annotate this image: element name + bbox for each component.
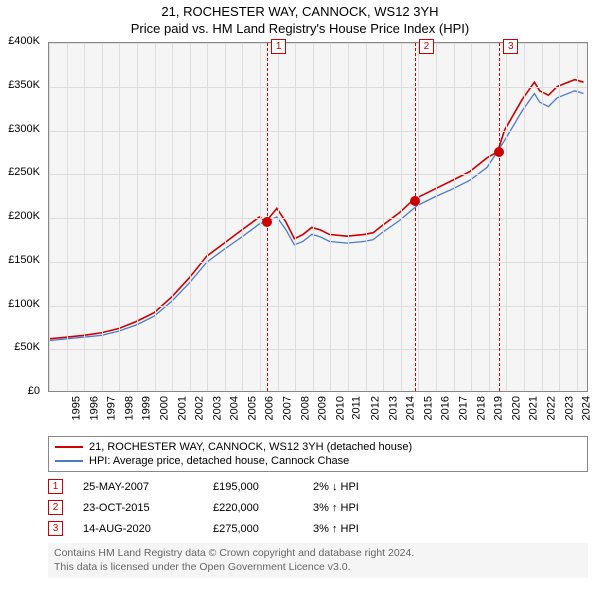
x-tick-label: 2010 [334,396,346,420]
x-tick-label: 2007 [282,396,294,420]
event-badge: 2 [48,500,63,515]
x-tick-label: 2013 [387,396,399,420]
chart-title: 21, ROCHESTER WAY, CANNOCK, WS12 3YH [0,0,600,19]
event-price: £220,000 [213,502,293,514]
x-tick-label: 2012 [370,396,382,420]
event-delta: 3% ↑ HPI [313,523,588,535]
x-tick-label: 1998 [123,396,135,420]
x-tick-label: 2005 [246,396,258,420]
event-badge: 1 [48,479,63,494]
x-tick-label: 2001 [176,396,188,420]
legend-swatch-hpi [55,460,83,462]
x-tick-label: 2009 [317,396,329,420]
y-tick-label: £0 [0,385,40,397]
x-tick-label: 2020 [510,396,522,420]
marker-dot [262,217,272,227]
x-tick-label: 1996 [88,396,100,420]
legend-row: 21, ROCHESTER WAY, CANNOCK, WS12 3YH (de… [55,440,581,454]
x-tick-label: 1999 [141,396,153,420]
x-tick-label: 2019 [493,396,505,420]
y-tick-label: £400K [0,35,40,47]
legend-label-property: 21, ROCHESTER WAY, CANNOCK, WS12 3YH (de… [89,441,412,453]
marker-line [415,43,416,391]
y-tick-label: £300K [0,123,40,135]
x-axis-labels: 1995 1996 1997 1998 1999 2000 2001 2002 2003 2004… [48,392,588,430]
legend-row: HPI: Average price, detached house, Cann… [55,454,581,468]
y-tick-label: £150K [0,254,40,266]
marker-dot [410,196,420,206]
marker-badge: 1 [271,39,286,54]
x-tick-label: 2008 [299,396,311,420]
event-row: 2 23-OCT-2015 £220,000 3% ↑ HPI [48,497,588,518]
y-axis-labels: £0 £50K £100K £150K £200K £250K £300K £350K £400… [0,35,44,399]
legend: 21, ROCHESTER WAY, CANNOCK, WS12 3YH (de… [48,436,588,472]
legend-label-hpi: HPI: Average price, detached house, Cann… [89,455,349,467]
marker-badge: 2 [419,39,434,54]
event-delta: 3% ↑ HPI [313,502,588,514]
x-tick-label: 2011 [351,396,363,420]
event-price: £195,000 [213,481,293,493]
x-tick-label: 2004 [229,396,241,420]
x-tick-label: 2017 [457,396,469,420]
x-tick-label: 2022 [545,396,557,420]
y-tick-label: £50K [0,341,40,353]
x-tick-label: 1995 [70,396,82,420]
y-tick-label: £250K [0,166,40,178]
plot-region: 1 2 3 [48,42,588,392]
event-date: 23-OCT-2015 [83,502,193,514]
x-tick-label: 2003 [211,396,223,420]
marker-line [499,43,500,391]
chart-area: £0£50K£100K£150K£200K£250K£300K£350K£400… [48,42,588,392]
x-tick-label: 2023 [563,396,575,420]
footer-attribution: Contains HM Land Registry data © Crown c… [48,543,588,578]
y-tick-label: £350K [0,79,40,91]
x-tick-label: 2018 [475,396,487,420]
x-tick-label: 1997 [106,396,118,420]
footer-line: Contains HM Land Registry data © Crown c… [54,547,582,561]
event-delta: 2% ↓ HPI [313,481,588,493]
x-tick-label: 2014 [405,396,417,420]
event-price: £275,000 [213,523,293,535]
x-tick-label: 2002 [194,396,206,420]
y-tick-label: £100K [0,298,40,310]
event-row: 3 14-AUG-2020 £275,000 3% ↑ HPI [48,518,588,539]
x-tick-label: 2015 [422,396,434,420]
event-date: 25-MAY-2007 [83,481,193,493]
event-badge: 3 [48,521,63,536]
x-tick-label: 2021 [528,396,540,420]
x-tick-label: 2000 [158,396,170,420]
marker-dot [494,147,504,157]
y-tick-label: £200K [0,210,40,222]
legend-swatch-property [55,446,83,448]
event-row: 1 25-MAY-2007 £195,000 2% ↓ HPI [48,476,588,497]
x-tick-label: 2024 [581,396,593,420]
series-line-property [49,80,584,339]
x-tick-label: 2006 [264,396,276,420]
marker-badge: 3 [503,39,518,54]
event-date: 14-AUG-2020 [83,523,193,535]
series-line-hpi [49,91,584,341]
event-table: 1 25-MAY-2007 £195,000 2% ↓ HPI 2 23-OCT-2015… [48,476,588,539]
x-tick-label: 2016 [440,396,452,420]
footer-line: This data is licensed under the Open Gov… [54,561,582,575]
